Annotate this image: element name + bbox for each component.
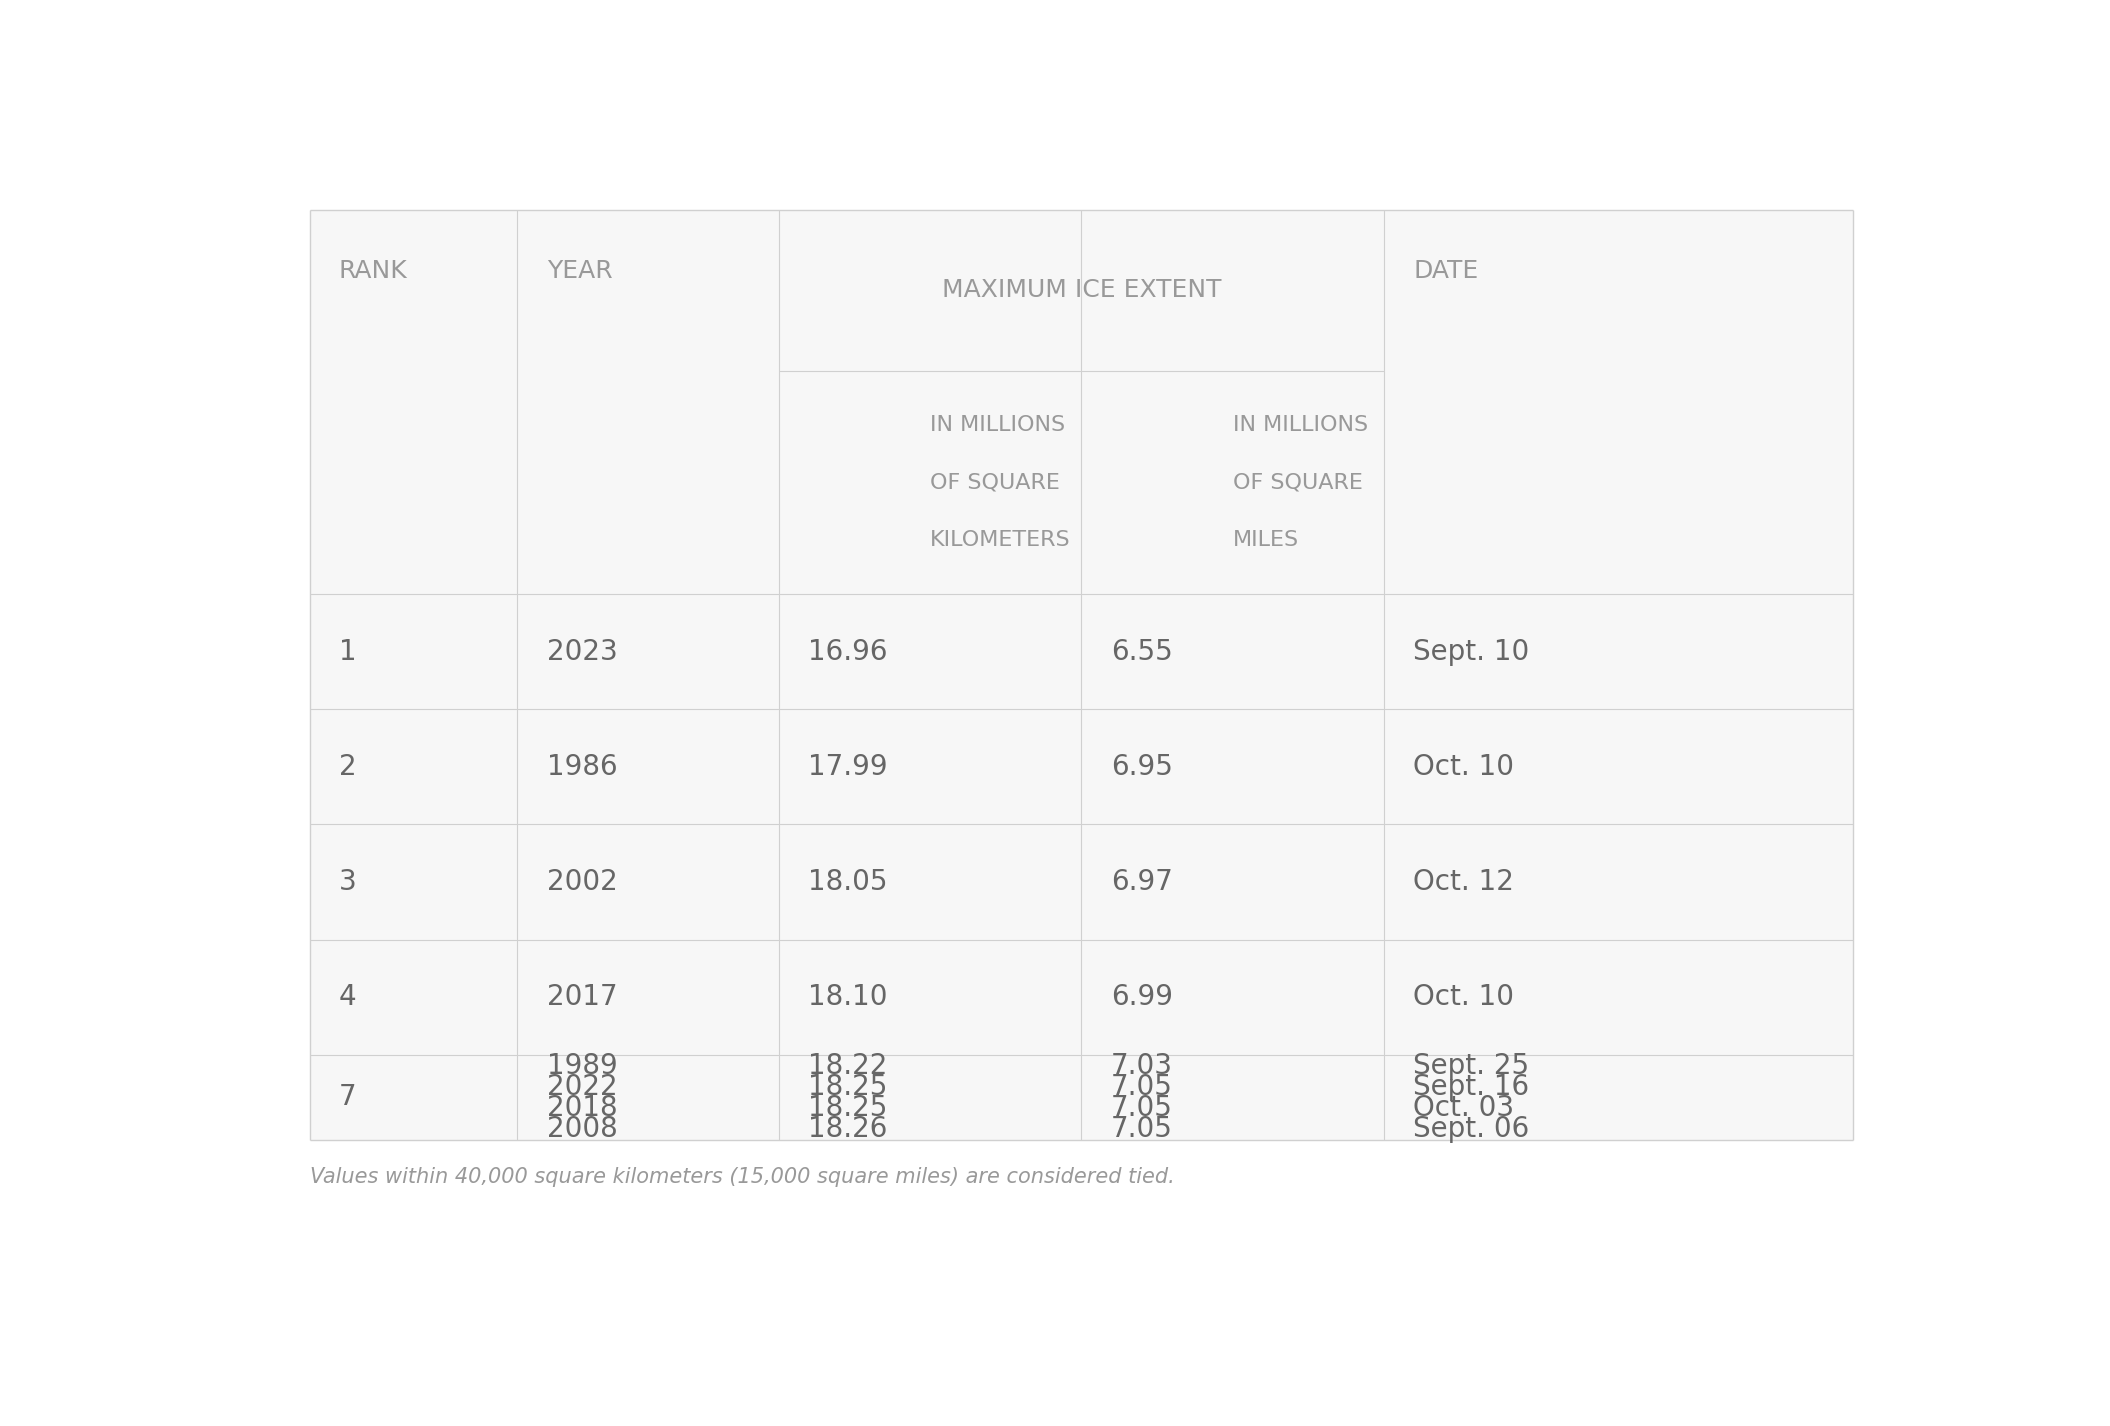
Text: Sept. 10: Sept. 10	[1414, 637, 1530, 666]
Text: MAXIMUM ICE EXTENT: MAXIMUM ICE EXTENT	[941, 278, 1222, 302]
Text: YEAR: YEAR	[546, 260, 612, 282]
Text: 18.26: 18.26	[808, 1115, 888, 1144]
Text: 7.05: 7.05	[1110, 1094, 1173, 1122]
Text: 6.99: 6.99	[1110, 984, 1173, 1011]
Text: 6.97: 6.97	[1110, 868, 1173, 896]
Text: 18.22: 18.22	[808, 1051, 888, 1079]
Text: 18.25: 18.25	[808, 1072, 888, 1101]
Text: 2: 2	[340, 753, 357, 781]
Bar	[310, 210, 1853, 1139]
Text: DATE: DATE	[1414, 260, 1479, 282]
Text: 2022: 2022	[546, 1072, 618, 1101]
Text: 3: 3	[340, 868, 357, 896]
Text: Sept. 06: Sept. 06	[1414, 1115, 1530, 1144]
Text: Values within 40,000 square kilometers (15,000 square miles) are considered tied: Values within 40,000 square kilometers (…	[310, 1166, 1175, 1186]
Text: 2018: 2018	[546, 1094, 618, 1122]
Text: 6.55: 6.55	[1110, 637, 1173, 666]
Text: 6.95: 6.95	[1110, 753, 1173, 781]
Text: 2008: 2008	[546, 1115, 618, 1144]
Text: 7.05: 7.05	[1110, 1115, 1173, 1144]
Text: 18.10: 18.10	[808, 984, 888, 1011]
Text: RANK: RANK	[340, 260, 407, 282]
Text: Oct. 10: Oct. 10	[1414, 984, 1515, 1011]
Text: 1: 1	[340, 637, 357, 666]
Text: 2002: 2002	[546, 868, 618, 896]
Text: Sept. 25: Sept. 25	[1414, 1051, 1530, 1079]
Text: 1989: 1989	[546, 1051, 618, 1079]
Text: Sept. 16: Sept. 16	[1414, 1072, 1530, 1101]
Text: 2023: 2023	[546, 637, 618, 666]
Text: 17.99: 17.99	[808, 753, 888, 781]
Text: Oct. 12: Oct. 12	[1414, 868, 1515, 896]
Text: Oct. 03: Oct. 03	[1414, 1094, 1515, 1122]
Text: 2017: 2017	[546, 984, 618, 1011]
Text: 1986: 1986	[546, 753, 618, 781]
Text: IN MILLIONS

OF SQUARE

MILES: IN MILLIONS OF SQUARE MILES	[1232, 415, 1367, 550]
Text: 4: 4	[340, 984, 357, 1011]
Text: 18.05: 18.05	[808, 868, 888, 896]
Text: Oct. 10: Oct. 10	[1414, 753, 1515, 781]
Text: 7: 7	[340, 1084, 357, 1111]
Text: 7.03: 7.03	[1110, 1051, 1173, 1079]
Text: 18.25: 18.25	[808, 1094, 888, 1122]
Text: 7.05: 7.05	[1110, 1072, 1173, 1101]
Text: IN MILLIONS

OF SQUARE

KILOMETERS: IN MILLIONS OF SQUARE KILOMETERS	[931, 415, 1070, 550]
Text: 16.96: 16.96	[808, 637, 888, 666]
